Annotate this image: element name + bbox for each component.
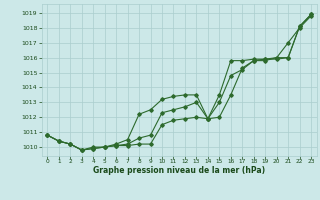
X-axis label: Graphe pression niveau de la mer (hPa): Graphe pression niveau de la mer (hPa) — [93, 166, 265, 175]
